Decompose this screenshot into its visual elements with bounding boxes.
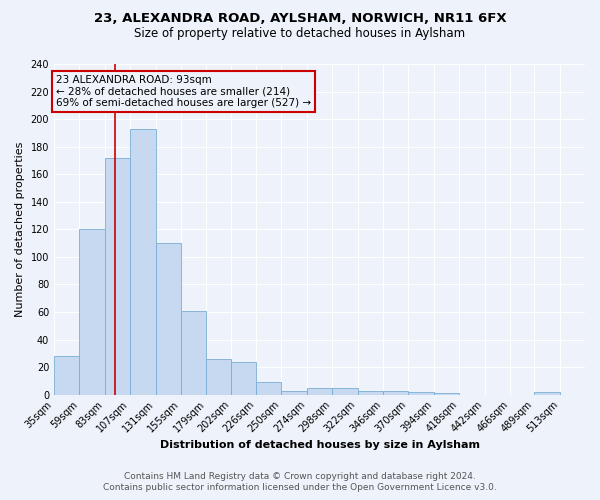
Bar	[54, 356, 79, 395]
Bar	[307, 388, 332, 394]
Bar	[230, 362, 256, 394]
Text: 23, ALEXANDRA ROAD, AYLSHAM, NORWICH, NR11 6FX: 23, ALEXANDRA ROAD, AYLSHAM, NORWICH, NR…	[94, 12, 506, 26]
Bar	[181, 310, 206, 394]
Bar	[79, 230, 105, 394]
Bar	[256, 382, 281, 394]
Y-axis label: Number of detached properties: Number of detached properties	[15, 142, 25, 317]
Text: Size of property relative to detached houses in Aylsham: Size of property relative to detached ho…	[134, 28, 466, 40]
Bar	[206, 359, 230, 394]
Bar	[105, 158, 130, 394]
Bar	[332, 388, 358, 394]
Bar	[281, 390, 307, 394]
Bar	[155, 243, 181, 394]
Bar	[409, 392, 434, 394]
Bar	[130, 129, 155, 394]
Bar	[358, 390, 383, 394]
X-axis label: Distribution of detached houses by size in Aylsham: Distribution of detached houses by size …	[160, 440, 479, 450]
Text: Contains HM Land Registry data © Crown copyright and database right 2024.
Contai: Contains HM Land Registry data © Crown c…	[103, 472, 497, 492]
Bar	[534, 392, 560, 394]
Bar	[383, 390, 409, 394]
Text: 23 ALEXANDRA ROAD: 93sqm
← 28% of detached houses are smaller (214)
69% of semi-: 23 ALEXANDRA ROAD: 93sqm ← 28% of detach…	[56, 75, 311, 108]
